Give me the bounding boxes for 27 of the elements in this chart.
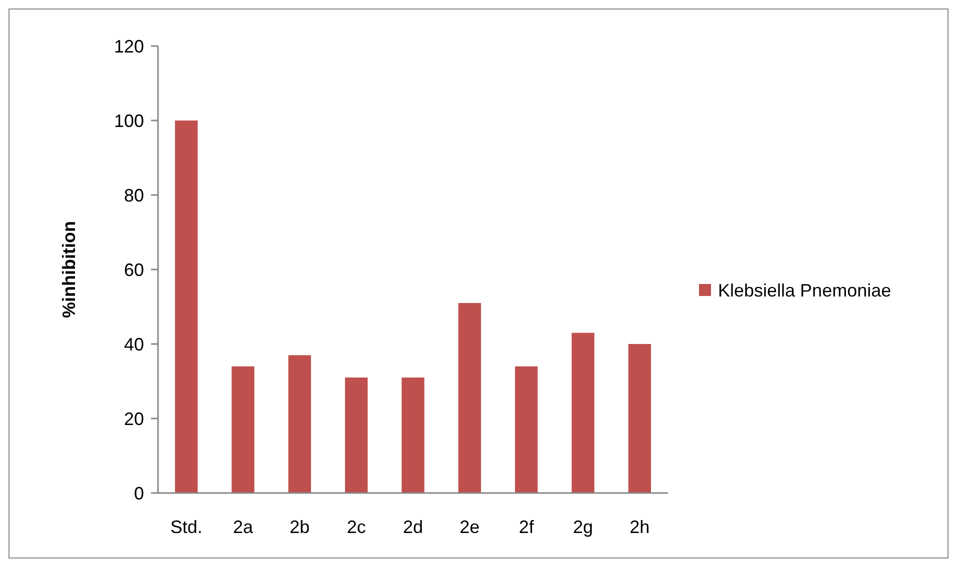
x-tick-label: 2a	[232, 517, 254, 537]
bar	[572, 332, 594, 493]
x-tick-label: Std.	[170, 517, 202, 537]
y-axis-title: %inhibition	[59, 221, 79, 318]
bar	[628, 344, 651, 493]
x-tick-label: 2g	[572, 517, 594, 537]
legend-label: Klebsiella Pnemoniae	[718, 280, 892, 300]
bar	[458, 303, 481, 493]
x-tick-label: 2d	[402, 517, 424, 537]
bar	[515, 366, 538, 493]
bar	[175, 120, 198, 493]
y-tick-label: 120	[114, 36, 144, 56]
y-tick-label: 20	[124, 408, 144, 429]
y-tick-label: 100	[114, 110, 144, 131]
bar	[345, 378, 368, 493]
bar	[232, 366, 254, 493]
x-tick-label: 2c	[346, 517, 366, 537]
y-tick-label: 40	[124, 334, 144, 354]
y-tick-label: 60	[124, 260, 144, 280]
x-tick-label: 2b	[290, 517, 310, 537]
x-tick-label: 2e	[460, 517, 480, 537]
y-tick-label: 0	[134, 483, 144, 504]
x-tick-label: 2f	[518, 517, 535, 537]
x-tick-label: 2h	[630, 517, 650, 537]
y-tick-label: 80	[124, 185, 144, 206]
bar	[288, 355, 311, 493]
bar	[402, 378, 424, 493]
